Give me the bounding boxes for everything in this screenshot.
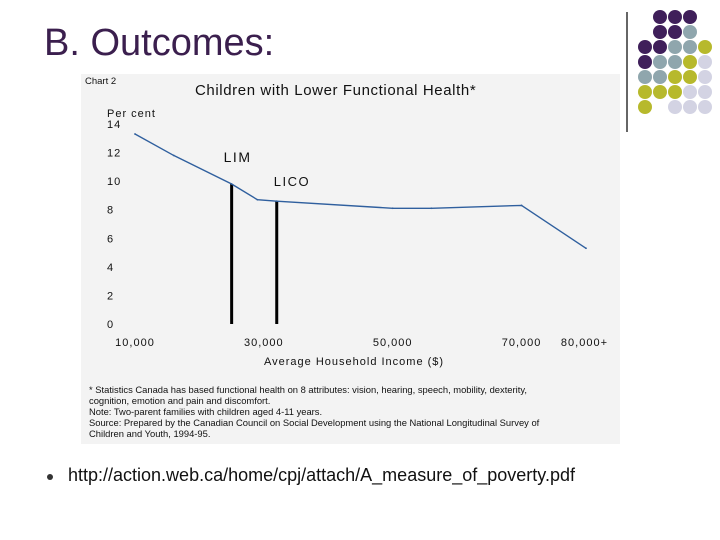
- series-line: [134, 133, 587, 249]
- x-tick-label: 80,000+: [561, 337, 608, 349]
- line-chart: Chart 2 Children with Lower Functional He…: [85, 76, 608, 368]
- data-point: [172, 154, 175, 157]
- y-tick-label: 8: [107, 205, 114, 217]
- title-divider: [626, 12, 628, 132]
- y-tick-label: 12: [107, 148, 121, 160]
- y-tick-label: 6: [107, 233, 114, 245]
- decorative-dot: [638, 100, 652, 114]
- footnote-line: Note: Two-parent families with children …: [89, 406, 323, 417]
- footnote-line: Children and Youth, 1994-95.: [89, 428, 211, 439]
- data-point: [134, 133, 136, 135]
- decorative-dot: [653, 70, 667, 84]
- decorative-dot: [638, 55, 652, 69]
- x-tick-label: 70,000: [502, 337, 542, 349]
- y-axis-label: Per cent: [107, 108, 156, 120]
- data-point: [275, 200, 278, 203]
- decorative-dot: [698, 85, 712, 99]
- decorative-dot: [683, 55, 697, 69]
- decorative-dot: [668, 10, 682, 24]
- data-point: [230, 183, 233, 185]
- source-url: http://action.web.ca/home/cpj/attach/A_m…: [68, 465, 575, 485]
- decorative-dot: [653, 25, 667, 39]
- chart-title: Children with Lower Functional Health*: [195, 82, 476, 99]
- decorative-dot-grid: [638, 10, 718, 120]
- decorative-dot: [683, 85, 697, 99]
- decorative-dot: [683, 40, 697, 54]
- decorative-dot: [668, 85, 682, 99]
- x-tick-label: 30,000: [244, 337, 284, 349]
- data-point: [585, 247, 587, 250]
- decorative-dot: [638, 85, 652, 99]
- decorative-dot: [683, 100, 697, 114]
- y-tick-label: 14: [107, 119, 121, 131]
- decorative-dot: [668, 100, 682, 114]
- decorative-dot: [698, 70, 712, 84]
- decorative-dot: [653, 55, 667, 69]
- decorative-dot: [653, 85, 667, 99]
- bullet-marker: [47, 474, 53, 480]
- footnote-line: cognition, emotion and pain and discomfo…: [89, 395, 271, 406]
- footnote-line: * Statistics Canada has based functional…: [89, 384, 527, 395]
- threshold-label: LICO: [274, 174, 310, 189]
- decorative-dot: [653, 10, 667, 24]
- chart-figure: Chart 2 Children with Lower Functional He…: [81, 74, 620, 444]
- decorative-dot: [698, 40, 712, 54]
- threshold-label: LIM: [224, 149, 252, 165]
- data-point: [256, 198, 259, 201]
- y-tick-label: 4: [107, 262, 114, 274]
- chart-footnote: * Statistics Canada has based functional…: [89, 384, 619, 439]
- decorative-dot: [638, 70, 652, 84]
- slide-title: B. Outcomes:: [44, 22, 275, 64]
- decorative-dot: [698, 100, 712, 114]
- decorative-dot: [683, 25, 697, 39]
- data-point: [430, 207, 433, 210]
- footnote-line: Source: Prepared by the Canadian Council…: [89, 417, 540, 428]
- decorative-dot: [668, 70, 682, 84]
- data-point: [391, 207, 394, 210]
- y-tick-label: 2: [107, 290, 114, 302]
- decorative-dot: [683, 10, 697, 24]
- chart-label: Chart 2: [85, 76, 116, 87]
- x-axis-label: Average Household Income ($): [264, 356, 444, 368]
- decorative-dot: [668, 55, 682, 69]
- data-point: [520, 204, 523, 207]
- decorative-dot: [683, 70, 697, 84]
- decorative-dot: [698, 55, 712, 69]
- x-tick-label: 10,000: [115, 337, 155, 349]
- decorative-dot: [653, 40, 667, 54]
- decorative-dot: [668, 40, 682, 54]
- y-tick-label: 0: [107, 319, 114, 331]
- decorative-dot: [668, 25, 682, 39]
- decorative-dot: [638, 40, 652, 54]
- x-tick-label: 50,000: [373, 337, 413, 349]
- y-tick-label: 10: [107, 176, 121, 188]
